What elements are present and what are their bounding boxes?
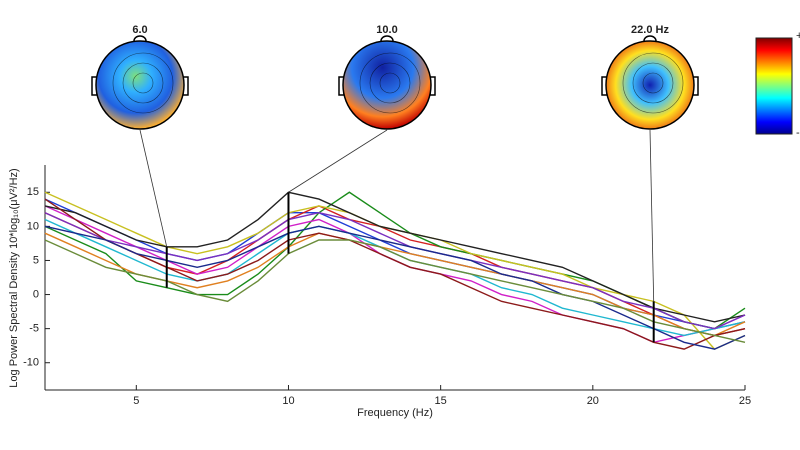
y-tick-label: -5 xyxy=(29,323,39,335)
topo-contour xyxy=(642,72,664,94)
x-tick-label: 15 xyxy=(435,395,447,407)
spectrum-line xyxy=(44,191,746,323)
y-axis-label: Log Power Spectral Density 10*log₁₀(μV²/… xyxy=(8,168,20,387)
y-tick-label: 0 xyxy=(33,288,39,300)
topo-label: 6.0 xyxy=(132,24,147,36)
y-tick-label: 15 xyxy=(27,186,39,198)
topo-contour xyxy=(132,72,154,94)
x-tick-label: 25 xyxy=(739,395,751,407)
topo-label: 22.0 Hz xyxy=(631,24,669,36)
spectrum-line xyxy=(44,225,746,350)
y-tick-label: 5 xyxy=(33,254,39,266)
topo-contour xyxy=(359,52,421,114)
colorbar-bottom: - xyxy=(796,127,800,139)
x-axis-label: Frequency (Hz) xyxy=(357,407,433,419)
x-tick-label: 20 xyxy=(587,395,599,407)
spectrum-line xyxy=(44,198,746,350)
topomap xyxy=(342,40,432,130)
x-tick-label: 5 xyxy=(133,395,139,407)
topo-contour xyxy=(379,72,401,94)
y-tick-label: -10 xyxy=(23,357,39,369)
connector xyxy=(649,129,655,302)
colorbar-top: + xyxy=(796,30,800,42)
topo-contour xyxy=(369,62,411,104)
y-tick-label: 10 xyxy=(27,220,39,232)
topo-contour xyxy=(122,62,164,104)
topomap xyxy=(95,40,185,130)
spectrum-line xyxy=(44,212,746,330)
topomap xyxy=(605,40,695,130)
topo-contour xyxy=(632,62,674,104)
connector xyxy=(139,129,168,247)
topo-contour xyxy=(622,52,684,114)
topo-contour xyxy=(112,52,174,114)
x-tick-label: 10 xyxy=(282,395,294,407)
connector xyxy=(288,129,388,193)
colorbar xyxy=(755,37,793,135)
topo-label: 10.0 xyxy=(376,24,397,36)
spectrum-line xyxy=(44,239,746,343)
